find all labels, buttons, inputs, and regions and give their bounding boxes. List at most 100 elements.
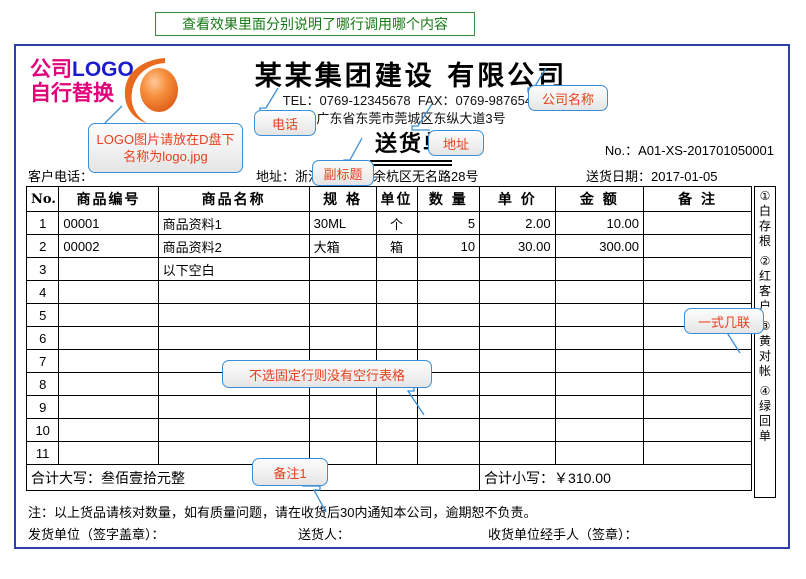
cell-qty[interactable] xyxy=(416,395,481,419)
cell-price[interactable] xyxy=(479,257,556,281)
table-row[interactable]: 3 以下空白 xyxy=(25,257,752,281)
cell-name[interactable]: 商品资料1 xyxy=(157,211,310,235)
cell-qty[interactable] xyxy=(416,303,481,327)
cell-no[interactable]: 6 xyxy=(25,326,60,350)
cell-spec[interactable] xyxy=(308,303,377,327)
cell-code[interactable] xyxy=(58,349,159,373)
cell-memo[interactable] xyxy=(643,257,752,281)
cell-memo[interactable] xyxy=(643,395,752,419)
cell-qty[interactable] xyxy=(416,418,481,442)
signature-row: 发货单位（签字盖章）： 送货人： 收货单位经手人（签章）： xyxy=(28,524,778,542)
cell-price[interactable] xyxy=(479,441,556,465)
cell-code[interactable] xyxy=(58,372,159,396)
cell-qty[interactable]: 5 xyxy=(416,211,481,235)
cell-no[interactable]: 8 xyxy=(25,372,60,396)
cell-amount[interactable]: 10.00 xyxy=(554,211,645,235)
cell-spec[interactable]: 大箱 xyxy=(308,234,377,258)
cell-price[interactable]: 2.00 xyxy=(479,211,556,235)
cell-code[interactable] xyxy=(58,303,159,327)
cell-no[interactable]: 1 xyxy=(25,211,60,235)
cell-price[interactable] xyxy=(479,349,556,373)
cell-unit[interactable] xyxy=(375,280,418,304)
cell-no[interactable]: 4 xyxy=(25,280,60,304)
cell-no[interactable]: 10 xyxy=(25,418,60,442)
cell-name[interactable] xyxy=(157,326,310,350)
cell-amount[interactable] xyxy=(554,395,645,419)
cell-unit[interactable] xyxy=(375,418,418,442)
cell-qty[interactable] xyxy=(416,441,481,465)
table-row[interactable]: 2 00002 商品资料2 大箱箱 10 30.00 300.00 xyxy=(25,234,752,258)
cell-no[interactable]: 3 xyxy=(25,257,60,281)
cell-unit[interactable] xyxy=(375,441,418,465)
cell-unit[interactable] xyxy=(375,326,418,350)
cell-amount[interactable] xyxy=(554,349,645,373)
table-row[interactable]: 4 xyxy=(25,280,752,304)
cell-name[interactable] xyxy=(157,418,310,442)
cell-spec[interactable] xyxy=(308,257,377,281)
cell-memo[interactable] xyxy=(643,234,752,258)
cell-unit[interactable]: 个 xyxy=(375,211,418,235)
table-row[interactable]: 11 xyxy=(25,441,752,465)
cell-memo[interactable] xyxy=(643,211,752,235)
cell-name[interactable] xyxy=(157,303,310,327)
cell-price[interactable] xyxy=(479,303,556,327)
cell-spec[interactable] xyxy=(308,280,377,304)
cell-price[interactable] xyxy=(479,326,556,350)
cell-price[interactable] xyxy=(479,395,556,419)
cell-code[interactable] xyxy=(58,395,159,419)
table-row[interactable]: 6 xyxy=(25,326,752,350)
cell-spec[interactable]: 30ML xyxy=(308,211,377,235)
cell-amount[interactable] xyxy=(554,326,645,350)
cell-qty[interactable]: 10 xyxy=(416,234,481,258)
cell-spec[interactable] xyxy=(308,395,377,419)
cell-no[interactable]: 2 xyxy=(25,234,60,258)
cell-unit[interactable] xyxy=(375,303,418,327)
cell-name[interactable] xyxy=(157,280,310,304)
cell-amount[interactable] xyxy=(554,280,645,304)
cell-spec[interactable] xyxy=(308,326,377,350)
cell-code[interactable] xyxy=(58,418,159,442)
cell-name[interactable]: 商品资料2 xyxy=(157,234,310,258)
cell-code[interactable] xyxy=(58,441,159,465)
cell-name[interactable]: 以下空白 xyxy=(157,257,310,281)
table-row[interactable]: 10 xyxy=(25,418,752,442)
cell-code[interactable]: 00002 xyxy=(58,234,159,258)
header-code: 商品编号 xyxy=(58,186,159,212)
cell-no[interactable]: 9 xyxy=(25,395,60,419)
cell-unit[interactable]: 箱 xyxy=(375,234,418,258)
cell-memo[interactable] xyxy=(643,280,752,304)
cell-code[interactable] xyxy=(58,326,159,350)
cell-no[interactable]: 5 xyxy=(25,303,60,327)
cell-amount[interactable]: 300.00 xyxy=(554,234,645,258)
cell-memo[interactable] xyxy=(643,418,752,442)
cell-name[interactable] xyxy=(157,395,310,419)
cell-memo[interactable] xyxy=(643,349,752,373)
cell-price[interactable] xyxy=(479,372,556,396)
table-row[interactable]: 5 xyxy=(25,303,752,327)
cell-qty[interactable] xyxy=(416,280,481,304)
table-row[interactable]: 1 00001 商品资料1 30ML 个 5 2.00 10.00 xyxy=(25,211,752,235)
company-name: 某某集团建设 有限公司 xyxy=(254,61,568,92)
cell-qty[interactable] xyxy=(416,326,481,350)
cell-unit[interactable] xyxy=(375,395,418,419)
cell-amount[interactable] xyxy=(554,441,645,465)
cell-memo[interactable] xyxy=(643,441,752,465)
cell-code[interactable] xyxy=(58,257,159,281)
table-row[interactable]: 9 xyxy=(25,395,752,419)
cell-spec[interactable] xyxy=(308,418,377,442)
cell-price[interactable] xyxy=(479,418,556,442)
cell-price[interactable]: 30.00 xyxy=(479,234,556,258)
callout-company: 公司名称 xyxy=(528,85,608,111)
cell-no[interactable]: 7 xyxy=(25,349,60,373)
cell-no[interactable]: 11 xyxy=(25,441,60,465)
cell-amount[interactable] xyxy=(554,372,645,396)
cell-amount[interactable] xyxy=(554,303,645,327)
cell-amount[interactable] xyxy=(554,418,645,442)
cell-memo[interactable] xyxy=(643,372,752,396)
cell-qty[interactable] xyxy=(416,257,481,281)
cell-unit[interactable] xyxy=(375,257,418,281)
cell-amount[interactable] xyxy=(554,257,645,281)
cell-price[interactable] xyxy=(479,280,556,304)
cell-code[interactable]: 00001 xyxy=(58,211,159,235)
cell-code[interactable] xyxy=(58,280,159,304)
